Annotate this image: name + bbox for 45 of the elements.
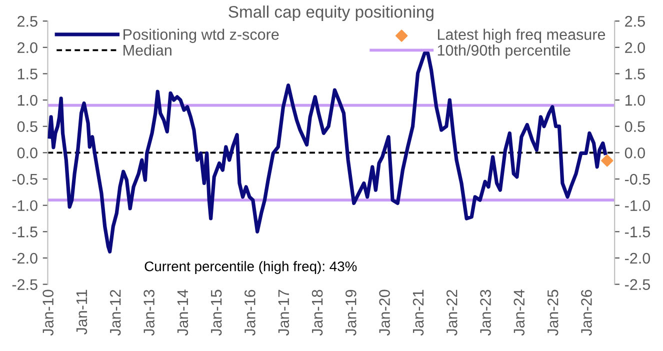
x-tick-label: Jan-24: [514, 290, 525, 336]
x-tick-label: Jan-12: [110, 290, 121, 336]
x-tick-label: Jan-15: [211, 290, 222, 336]
legend-label: 10th/90th percentile: [438, 44, 570, 59]
x-tick-label: Jan-14: [177, 290, 188, 336]
x-tick-label: Jan-11: [76, 290, 88, 335]
y2-tick-label: 1.0: [625, 94, 645, 106]
annotation: Current percentile (high freq): 43%: [144, 261, 357, 274]
legend-label: Median: [124, 44, 172, 56]
y2-tick-label: -2.5: [625, 279, 650, 290]
y-tick-label: -2.5: [12, 279, 38, 290]
x-tick-label: Jan-19: [346, 290, 356, 336]
y2-tick-label: 2.0: [625, 42, 645, 54]
y-tick-label: -0.5: [12, 174, 38, 185]
y2-tick-label: -1.5: [625, 226, 650, 238]
x-tick-label: Jan-22: [446, 290, 458, 336]
legend-label: Latest high freq measure: [438, 28, 606, 43]
y2-tick-label: 2.5: [625, 16, 645, 27]
y-tick-label: 2.0: [18, 42, 38, 54]
y2-tick-label: 0.0: [624, 148, 645, 158]
y2-tick-label: -0.5: [625, 174, 650, 185]
x-tick-label: Jan-21: [412, 290, 424, 336]
y-tick-label: 1.0: [18, 94, 38, 106]
x-tick-label: Jan-26: [581, 290, 592, 336]
x-tick-label: Jan-18: [312, 290, 323, 336]
x-tick-label: Jan-10: [42, 290, 54, 336]
y2-tick-label: -2.0: [625, 252, 650, 264]
y-tick-label: 0.5: [17, 121, 38, 132]
legend-label: Positioning wtd z-score: [124, 28, 279, 43]
x-tick-label: Jan-16: [244, 290, 256, 336]
x-tick-label: Jan-13: [144, 290, 154, 336]
y-tick-label: -2.0: [12, 252, 38, 264]
y-tick-label: 2.5: [18, 16, 38, 27]
x-tick-label: Jan-23: [480, 290, 491, 336]
y2-tick-label: 1.5: [625, 68, 645, 80]
y-tick-label: 0.0: [17, 148, 38, 158]
y2-tick-label: -1.0: [625, 200, 650, 212]
y-tick-label: -1.5: [12, 226, 38, 238]
x-tick-label: Jan-25: [547, 290, 558, 336]
x-tick-label: Jan-20: [379, 290, 390, 336]
y2-tick-label: 0.5: [624, 121, 645, 132]
chart-title: Small cap equity positioning: [228, 6, 434, 22]
x-tick-label: Jan-17: [278, 290, 290, 336]
y-tick-label: 1.5: [18, 68, 38, 80]
y-tick-label: -1.0: [12, 200, 38, 212]
